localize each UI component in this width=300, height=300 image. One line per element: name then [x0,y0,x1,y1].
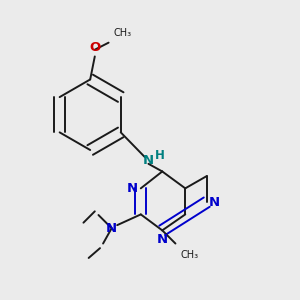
Text: N: N [106,222,117,235]
Text: CH₃: CH₃ [181,250,199,260]
Text: H: H [155,149,165,162]
Text: N: N [209,196,220,208]
Text: CH₃: CH₃ [113,28,131,38]
Text: N: N [143,154,154,167]
Text: N: N [127,182,138,195]
Text: N: N [157,233,168,246]
Text: O: O [89,41,100,54]
